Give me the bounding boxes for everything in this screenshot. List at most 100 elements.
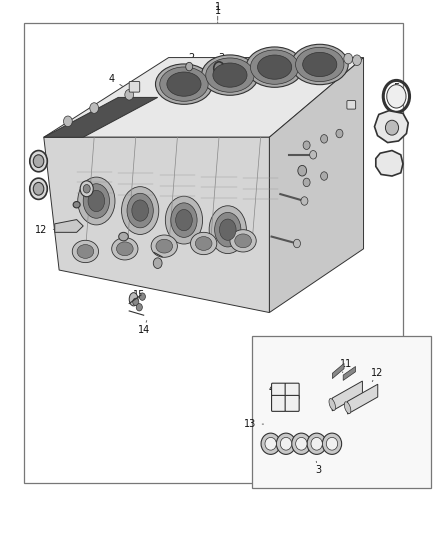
Polygon shape (55, 220, 83, 232)
Ellipse shape (167, 72, 201, 96)
FancyBboxPatch shape (272, 395, 286, 411)
Ellipse shape (261, 433, 280, 454)
Ellipse shape (155, 64, 212, 104)
Polygon shape (332, 381, 362, 411)
Text: 11: 11 (340, 359, 352, 373)
Ellipse shape (151, 235, 177, 257)
Circle shape (186, 62, 193, 71)
FancyBboxPatch shape (347, 101, 356, 109)
Text: 5: 5 (393, 83, 399, 93)
Text: 3: 3 (316, 461, 322, 475)
Bar (252, 336, 431, 488)
Circle shape (33, 155, 44, 167)
Ellipse shape (303, 52, 337, 77)
Ellipse shape (72, 240, 99, 263)
Circle shape (153, 258, 162, 269)
Bar (24, 23, 403, 482)
Ellipse shape (77, 245, 94, 259)
Text: 15: 15 (133, 290, 145, 300)
Ellipse shape (165, 196, 202, 244)
Circle shape (139, 293, 145, 300)
Circle shape (83, 184, 90, 193)
Text: 6: 6 (398, 124, 404, 134)
Text: 4: 4 (109, 74, 123, 86)
Circle shape (90, 103, 99, 114)
Circle shape (344, 53, 353, 64)
Ellipse shape (129, 293, 138, 306)
Ellipse shape (206, 58, 254, 92)
Polygon shape (44, 138, 269, 312)
Text: 9: 9 (299, 191, 306, 204)
Ellipse shape (83, 184, 110, 218)
Text: 13: 13 (244, 419, 264, 429)
Circle shape (331, 54, 339, 64)
Ellipse shape (156, 239, 173, 253)
Ellipse shape (296, 47, 344, 82)
Polygon shape (269, 58, 364, 312)
Circle shape (301, 197, 308, 205)
Ellipse shape (112, 238, 138, 260)
Ellipse shape (292, 433, 311, 454)
Ellipse shape (280, 438, 292, 450)
Polygon shape (374, 111, 408, 142)
Circle shape (321, 172, 328, 180)
Circle shape (353, 55, 361, 66)
Circle shape (64, 116, 72, 127)
Ellipse shape (117, 242, 133, 256)
Ellipse shape (344, 402, 351, 414)
Circle shape (136, 303, 142, 311)
Polygon shape (44, 98, 158, 138)
Circle shape (33, 182, 44, 195)
Ellipse shape (276, 433, 296, 454)
Ellipse shape (195, 237, 212, 251)
Ellipse shape (385, 120, 399, 135)
Ellipse shape (291, 44, 348, 85)
Polygon shape (332, 364, 344, 378)
Text: 14: 14 (138, 320, 150, 335)
Ellipse shape (88, 190, 105, 212)
Text: 4: 4 (268, 384, 281, 393)
Ellipse shape (296, 438, 307, 450)
Ellipse shape (311, 438, 322, 450)
Ellipse shape (132, 200, 148, 221)
Circle shape (303, 178, 310, 187)
Text: 10: 10 (283, 230, 295, 239)
Ellipse shape (246, 47, 303, 87)
Ellipse shape (119, 232, 128, 241)
Ellipse shape (322, 433, 342, 454)
Ellipse shape (215, 213, 241, 247)
Text: 8: 8 (303, 140, 309, 150)
Ellipse shape (160, 67, 208, 101)
Text: 3: 3 (218, 53, 224, 67)
Polygon shape (343, 367, 356, 381)
FancyBboxPatch shape (285, 383, 299, 399)
Circle shape (336, 130, 343, 138)
Circle shape (80, 181, 93, 197)
Ellipse shape (235, 234, 251, 248)
Circle shape (321, 135, 328, 143)
Text: 2: 2 (295, 159, 301, 169)
Circle shape (298, 165, 307, 176)
Ellipse shape (191, 232, 217, 255)
Text: 3: 3 (329, 195, 335, 204)
Ellipse shape (127, 193, 153, 228)
Circle shape (125, 90, 134, 100)
Text: 17: 17 (142, 240, 154, 250)
Ellipse shape (171, 203, 197, 237)
Ellipse shape (209, 206, 246, 254)
FancyBboxPatch shape (285, 395, 299, 411)
Ellipse shape (219, 219, 236, 240)
Ellipse shape (258, 55, 292, 79)
Circle shape (310, 150, 317, 159)
Polygon shape (348, 384, 378, 414)
Text: 12: 12 (35, 225, 61, 235)
Ellipse shape (78, 177, 115, 225)
Text: 1: 1 (215, 3, 221, 12)
Text: 11: 11 (146, 251, 159, 261)
Ellipse shape (201, 55, 258, 95)
Circle shape (30, 150, 47, 172)
Ellipse shape (213, 63, 247, 87)
Ellipse shape (329, 399, 336, 410)
Text: 11: 11 (59, 195, 77, 205)
Circle shape (387, 85, 406, 108)
